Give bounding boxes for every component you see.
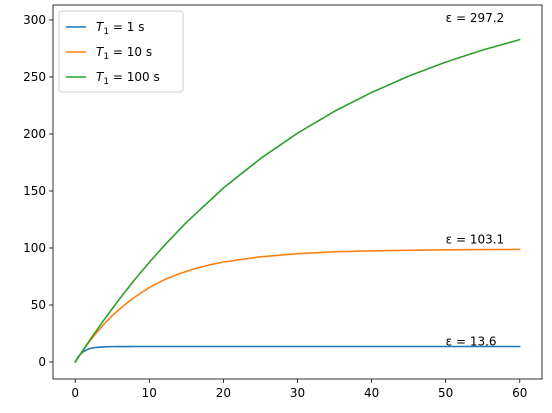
legend: T1 = 1 s T1 = 10 s T1 = 100 s	[58, 10, 184, 93]
series-line-2	[74, 248, 521, 363]
x-tick-label: 20	[216, 386, 231, 400]
y-tick-label: 200	[23, 127, 46, 141]
y-tick-label: 100	[23, 241, 46, 255]
y-tick-label: 300	[23, 13, 46, 27]
y-tick-label: 50	[31, 298, 46, 312]
y-tick-label: 150	[23, 184, 46, 198]
x-tick-label: 50	[438, 386, 453, 400]
y-tick-label: 0	[38, 355, 46, 369]
annotation-label: ε = 103.1	[446, 232, 505, 246]
x-tick-label: 10	[142, 386, 157, 400]
end-annotations: ε = 13.6 ε = 103.1 ε = 297.2	[446, 11, 505, 348]
y-axis-ticks: 0 50 100 150 200 250 300	[23, 13, 53, 369]
series-lines	[74, 38, 521, 363]
y-tick-label: 250	[23, 70, 46, 84]
legend-label: T1 = 100 s	[96, 70, 160, 87]
plot-frame	[52, 4, 543, 380]
x-tick-label: 30	[290, 386, 305, 400]
x-tick-label: 60	[512, 386, 527, 400]
legend-label: T1 = 10 s	[96, 45, 152, 62]
series-line-3	[74, 38, 521, 363]
x-axis-ticks: 0 10 20 30 40 50 60	[71, 379, 527, 400]
annotation-label: ε = 297.2	[446, 11, 505, 25]
legend-box	[58, 10, 184, 93]
x-tick-label: 40	[364, 386, 379, 400]
legend-label: T1 = 1 s	[96, 20, 144, 37]
x-tick-label: 0	[71, 386, 79, 400]
annotation-label: ε = 13.6	[446, 335, 497, 349]
